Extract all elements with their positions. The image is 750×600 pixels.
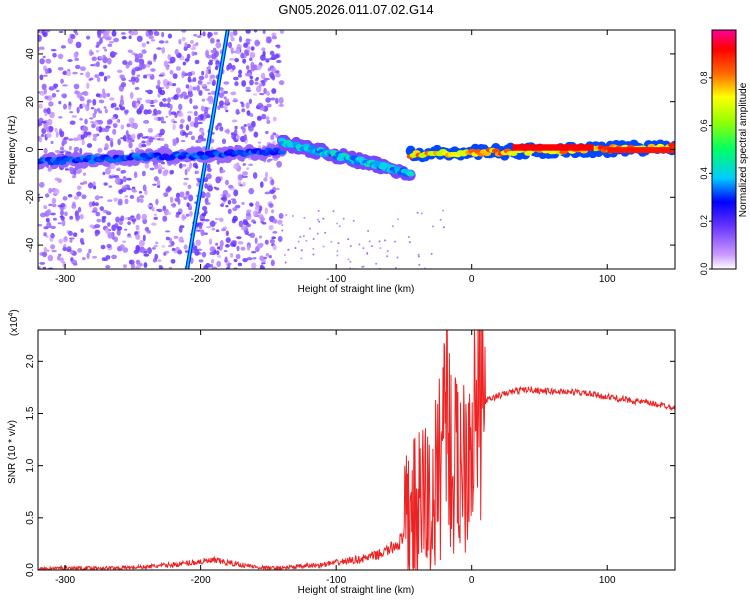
snr-x-tick-label: -200 bbox=[191, 575, 211, 586]
colorbar-tick-label: 0.8 bbox=[699, 72, 709, 85]
colorbar-tick-label: 0.2 bbox=[699, 215, 709, 228]
heatmap-x-tick-label: -100 bbox=[326, 274, 346, 285]
snr-x-tick-label: -300 bbox=[55, 575, 75, 586]
snr-series-line bbox=[38, 330, 675, 570]
heatmap-feature-ridge bbox=[276, 134, 416, 181]
heatmap-x-axis-label: Height of straight line (km) bbox=[298, 284, 415, 295]
snr-y-tick-label: 0.0 bbox=[25, 563, 36, 577]
colorbar-tick-label: 0.0 bbox=[699, 263, 709, 276]
colorbar-label: Normalized spectral amplitude bbox=[738, 82, 749, 217]
snr-frame bbox=[37, 329, 676, 571]
heatmap-feature-ridge bbox=[38, 143, 287, 170]
snr-x-tick-label: -100 bbox=[326, 575, 346, 586]
colorbar bbox=[711, 29, 737, 270]
snr-x-axis-label: Height of straight line (km) bbox=[298, 585, 415, 596]
figure-title: GN05.2026.011.07.02.G14 bbox=[278, 2, 433, 17]
heatmap-x-tick-label: -200 bbox=[191, 274, 211, 285]
snr-x-tick-label: 0 bbox=[469, 575, 475, 586]
colorbar-tick-label: 0.6 bbox=[699, 119, 709, 132]
heatmap-y-tick-label: 40 bbox=[25, 48, 36, 60]
heatmap-ridge-core bbox=[512, 144, 675, 154]
heatmap-x-tick-label: -300 bbox=[55, 274, 75, 285]
heatmap-x-tick-label: 100 bbox=[599, 274, 616, 285]
snr-x-tick-label: 100 bbox=[599, 575, 616, 586]
snr-y-tick-label: 2.0 bbox=[25, 354, 36, 368]
snr-y-axis-label: SNR (10 * v/v) bbox=[7, 420, 18, 484]
snr-y-tick-label: 1.5 bbox=[25, 406, 36, 420]
heatmap-y-tick-label: 20 bbox=[25, 96, 36, 108]
snr-y-multiplier: (x104) bbox=[8, 309, 20, 336]
heatmap-y-tick-label: -20 bbox=[25, 190, 36, 205]
heatmap-y-tick-label: -40 bbox=[25, 237, 36, 252]
snr-y-tick-label: 1.0 bbox=[25, 458, 36, 472]
snr-ticks: -300 -200 -100 0 100 0.0 0.5 1.0 1.5 2.0 bbox=[25, 330, 675, 586]
heatmap-marks bbox=[38, 30, 675, 269]
heatmap-x-tick-label: 0 bbox=[469, 274, 475, 285]
heatmap-feature-noise-band bbox=[38, 30, 445, 269]
heatmap-y-tick-label: 0 bbox=[25, 146, 36, 152]
colorbar-ticks: 0.0 0.2 0.4 0.6 0.8 bbox=[699, 72, 712, 276]
heatmap-y-axis-label: Frequency (Hz) bbox=[7, 116, 18, 185]
colorbar-tick-label: 0.4 bbox=[699, 167, 709, 180]
snr-y-tick-label: 0.5 bbox=[25, 510, 36, 524]
